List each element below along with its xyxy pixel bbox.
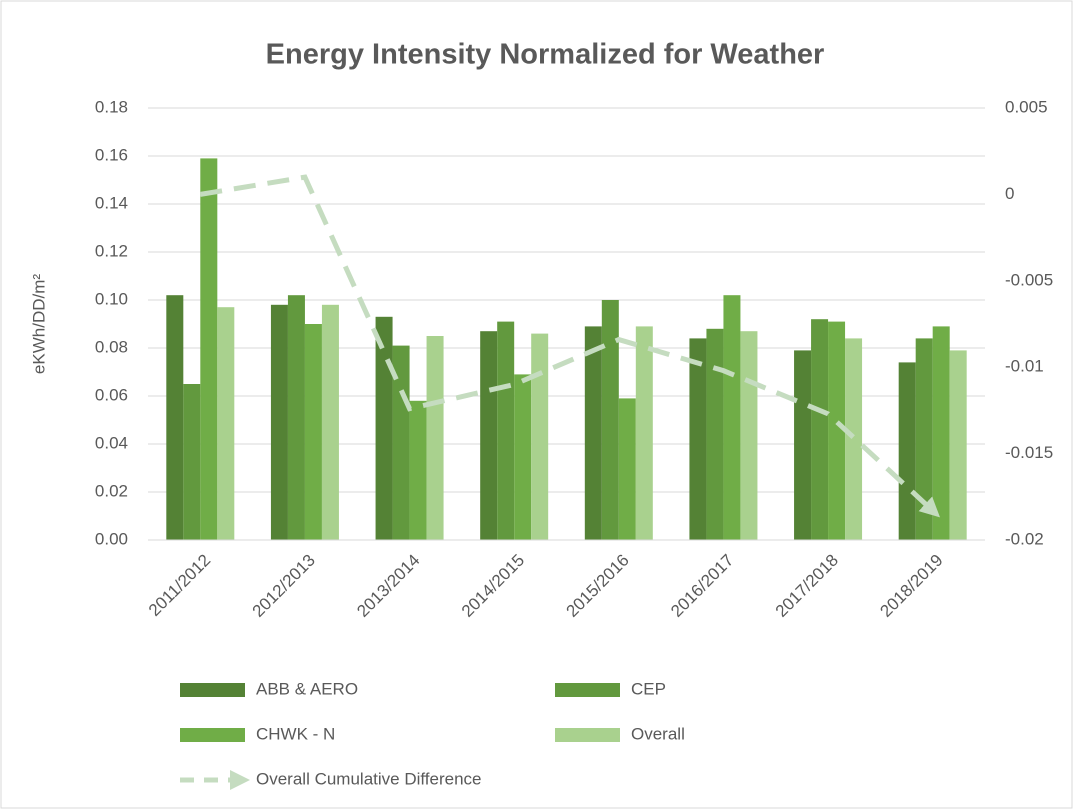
legend-swatch [180,728,245,742]
y2-tick-label: -0.015 [1005,443,1053,462]
y2-tick-label: 0.005 [1005,97,1048,116]
bar [811,319,829,540]
bar [794,350,812,540]
bar [287,295,305,540]
y2-tick-label: -0.02 [1005,529,1044,548]
legend-label: CHWK - N [256,724,335,743]
legend-swatch [555,728,620,742]
y-tick-label: 0.12 [95,241,128,260]
bar [166,295,184,540]
bar [183,384,201,540]
bar [706,328,724,540]
bar [898,362,916,540]
bar [375,316,393,540]
bar [689,338,707,540]
y-tick-label: 0.00 [95,529,128,548]
legend-label: ABB & AERO [256,679,358,698]
bar [584,326,602,540]
bar [514,374,532,540]
bar [200,158,218,540]
bar [531,333,549,540]
bar [601,300,619,540]
y-tick-label: 0.10 [95,289,128,308]
bar [723,295,741,540]
y-tick-label: 0.16 [95,145,128,164]
bar [426,336,444,540]
bar [932,326,950,540]
legend-swatch [555,683,620,697]
y-tick-label: 0.08 [95,337,128,356]
legend-label: Overall Cumulative Difference [256,769,482,788]
bar [845,338,863,540]
bar [740,331,758,540]
legend-label: CEP [631,679,666,698]
bar [409,400,427,540]
bar [217,307,235,540]
bar [321,304,339,540]
y2-tick-label: -0.01 [1005,357,1044,376]
bar [915,338,933,540]
y2-tick-label: -0.005 [1005,270,1053,289]
bar [304,324,322,540]
bar [497,321,515,540]
bar [480,331,498,540]
bar [618,398,636,540]
y-tick-label: 0.14 [95,193,128,212]
y-tick-label: 0.18 [95,97,128,116]
bar [828,321,846,540]
y-tick-label: 0.02 [95,481,128,500]
y-axis-label: eKWh/DD/m² [29,274,48,374]
legend-label: Overall [631,724,685,743]
bar [635,326,653,540]
y2-tick-label: 0 [1005,184,1014,203]
y-tick-label: 0.04 [95,433,128,452]
chart-title: Energy Intensity Normalized for Weather [266,39,825,71]
bar [270,304,288,540]
bar [949,350,967,540]
y-tick-label: 0.06 [95,385,128,404]
line [199,174,941,518]
legend-swatch [180,683,245,697]
